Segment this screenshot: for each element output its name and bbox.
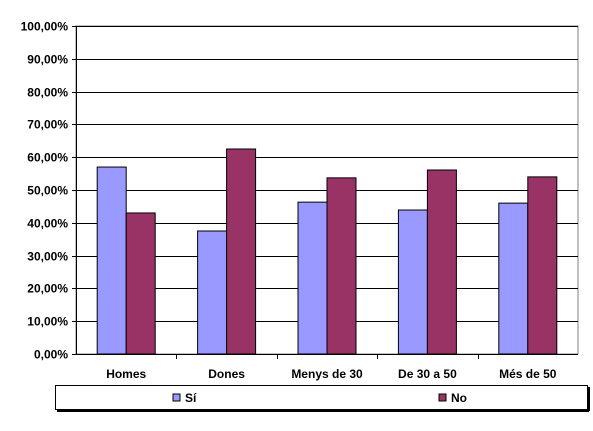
- y-tick-label: 80,00%: [27, 86, 68, 100]
- bars: [96, 148, 558, 355]
- legend-swatch-si: [172, 393, 181, 402]
- bar-no-3: [426, 169, 457, 355]
- y-tick-label: 10,00%: [27, 315, 68, 329]
- legend: Sí No: [55, 385, 590, 412]
- y-tick-label: 20,00%: [27, 282, 68, 296]
- bar-no-1: [226, 148, 257, 355]
- x-tick-labels: Homes Dones Menys de 30 De 30 a 50 Més de 50: [106, 367, 557, 381]
- bar-si-4: [498, 202, 529, 355]
- y-tick-label: 70,00%: [27, 118, 68, 132]
- y-tick-label: 0,00%: [34, 348, 68, 362]
- y-tick-label: 100,00%: [21, 20, 69, 34]
- x-tick-label: De 30 a 50: [398, 367, 457, 381]
- bar-si-3: [397, 209, 428, 355]
- bar-si-2: [297, 201, 328, 355]
- x-tick-label: Dones: [208, 367, 245, 381]
- y-tick-label: 40,00%: [27, 217, 68, 231]
- y-tick-label: 50,00%: [27, 184, 68, 198]
- x-tick-label: Homes: [106, 367, 146, 381]
- legend-box: [55, 385, 588, 410]
- legend-label-no: No: [451, 391, 467, 405]
- y-tick-label: 60,00%: [27, 151, 68, 165]
- bar-si-1: [197, 230, 228, 355]
- y-tick-label: 30,00%: [27, 250, 68, 264]
- x-tick-label: Menys de 30: [291, 367, 363, 381]
- y-tick-labels: 0,00% 10,00% 20,00% 30,00% 40,00% 50,00% 60,00…: [21, 20, 69, 362]
- y-tick-label: 90,00%: [27, 53, 68, 67]
- bar-no-0: [125, 212, 156, 355]
- x-tick-label: Més de 50: [499, 367, 557, 381]
- bar-no-2: [326, 177, 357, 355]
- bar-si-0: [96, 166, 127, 355]
- legend-label-si: Sí: [185, 391, 197, 405]
- legend-swatch-no: [438, 393, 447, 402]
- bar-no-4: [527, 176, 558, 355]
- axes: [72, 26, 578, 359]
